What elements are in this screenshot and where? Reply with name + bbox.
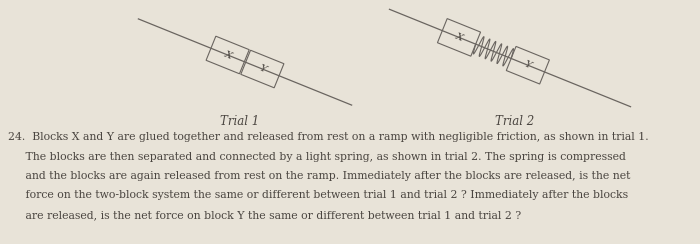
Text: and the blocks are again released from rest on the ramp. Immediately after the b: and the blocks are again released from r… [8, 171, 631, 181]
Text: 24.  Blocks X and Y are glued together and released from rest on a ramp with neg: 24. Blocks X and Y are glued together an… [8, 132, 649, 142]
Text: Y: Y [258, 63, 267, 74]
Text: force on the two-block system the same or different between trial 1 and trial 2 : force on the two-block system the same o… [8, 191, 628, 201]
Text: are released, is the net force on block Y the same or different between trial 1 : are released, is the net force on block … [8, 210, 521, 220]
Text: Trial 1: Trial 1 [220, 115, 260, 128]
Text: Trial 2: Trial 2 [496, 115, 535, 128]
Text: X: X [454, 32, 464, 43]
Text: X: X [223, 50, 232, 61]
Text: Y: Y [523, 60, 533, 71]
Text: The blocks are then separated and connected by a light spring, as shown in trial: The blocks are then separated and connec… [8, 152, 626, 162]
